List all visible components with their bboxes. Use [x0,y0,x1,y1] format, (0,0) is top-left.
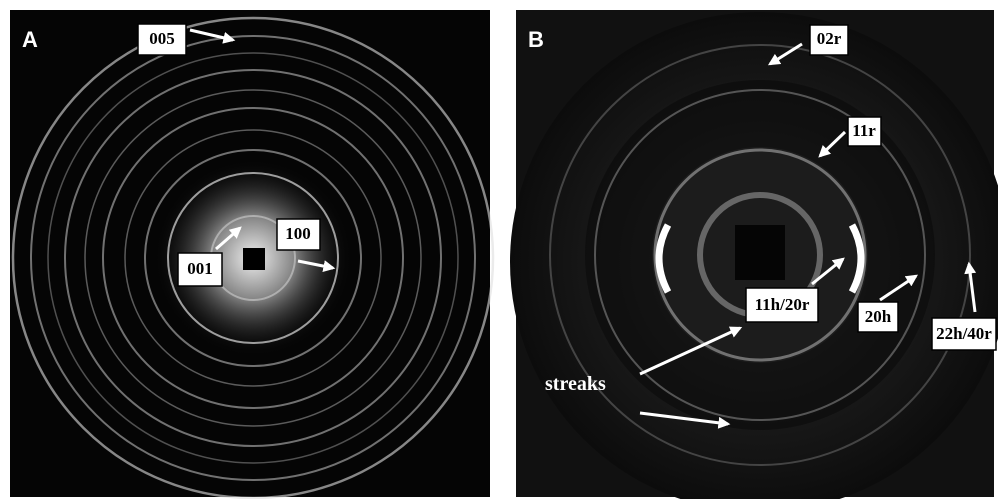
panel-label: B [528,27,544,52]
annotation: 005 [149,29,175,48]
page: A 005 001 100 B 02r 11r 11h/20r 20 [0,0,998,499]
annotation: 20h [865,307,892,326]
figure: A 005 001 100 B 02r 11r 11h/20r 20 [0,0,998,499]
annotation: 11r [852,121,876,140]
annotation: 11h/20r [755,295,810,314]
annotation: 02r [817,29,842,48]
panel-b: B 02r 11r 11h/20r 20h 22h/40r streaks [510,10,998,499]
streaks-label: streaks [545,373,606,395]
panel-label: A [22,27,38,52]
panel-a: A 005 001 100 [10,10,493,498]
annotation: 100 [285,224,311,243]
annotation: 001 [187,259,213,278]
annotation: 22h/40r [936,324,992,343]
